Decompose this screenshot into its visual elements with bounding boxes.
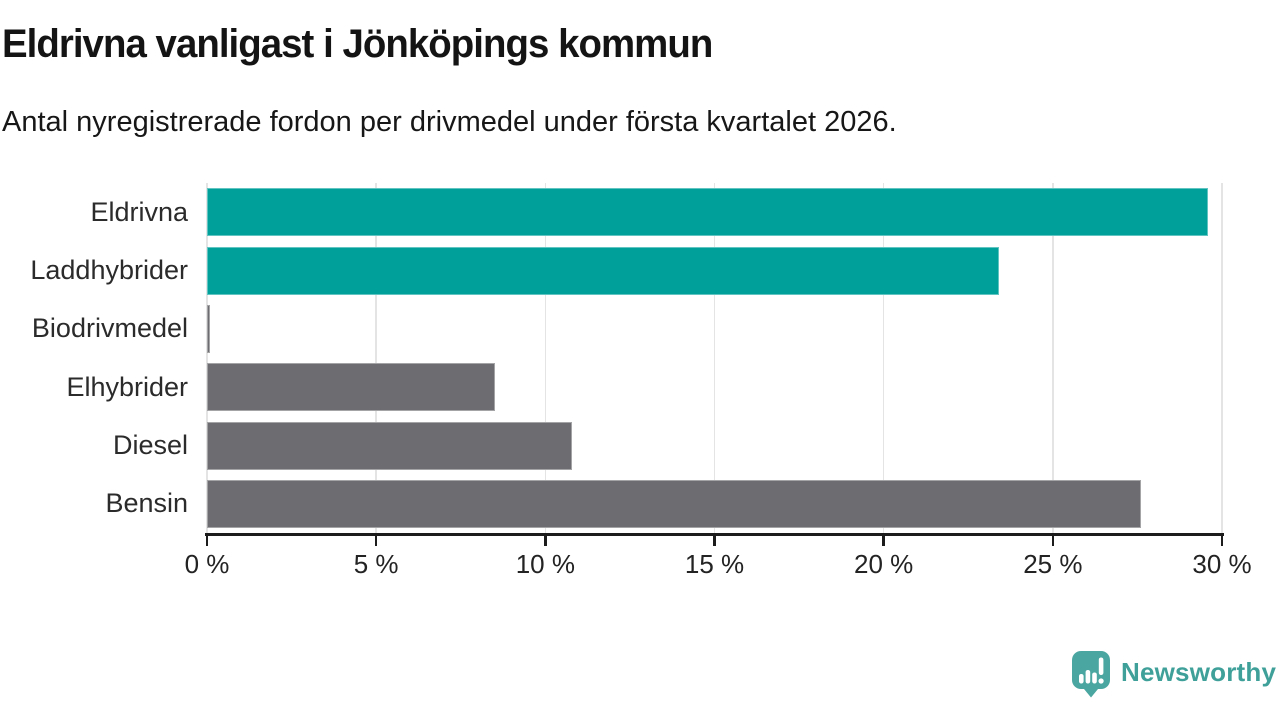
y-axis-labels: Eldrivna Laddhybrider Biodrivmedel Elhybrid… xyxy=(0,183,188,533)
x-axis-tick-label: 15 % xyxy=(684,549,745,579)
category-label-diesel: Diesel xyxy=(112,430,188,460)
category-label-biodrivmedel: Biodrivmedel xyxy=(31,313,188,344)
x-axis-tick xyxy=(544,533,547,546)
gridline xyxy=(713,183,716,533)
brand-footer: Newsworthy xyxy=(1072,651,1276,698)
gridline xyxy=(1221,183,1223,533)
x-axis-tick xyxy=(1220,533,1224,546)
x-axis-ticks xyxy=(205,533,1224,546)
chart-subtitle: Antal nyregistrerade fordon per drivmede… xyxy=(2,106,897,138)
newsworthy-logo-icon xyxy=(1072,651,1110,698)
category-label-bensin: Bensin xyxy=(105,488,188,519)
x-axis-tick-labels: 0 % 5 % 10 % 15 % 20 % 25 % 30 % xyxy=(185,549,1252,579)
bar-elhybrider xyxy=(207,363,495,412)
category-label-elhybrider: Elhybrider xyxy=(66,371,188,402)
category-label-laddhybrider: Laddhybrider xyxy=(30,255,188,285)
gridline xyxy=(882,183,885,533)
x-axis-tick-label: 5 % xyxy=(353,549,399,579)
x-axis-tick xyxy=(205,533,209,546)
category-label-eldrivna: Eldrivna xyxy=(90,196,188,227)
gridline xyxy=(375,183,377,533)
x-axis-tick-label: 25 % xyxy=(1023,549,1083,579)
plot-area xyxy=(206,183,1223,533)
x-axis-tick-label: 0 % xyxy=(184,549,230,579)
x-axis-tick-label: 30 % xyxy=(1192,549,1252,579)
bar-bensin xyxy=(207,479,1141,528)
gridline xyxy=(206,183,208,533)
chart-title: Eldrivna vanligast i Jönköpings kommun xyxy=(2,22,713,66)
x-axis-tick xyxy=(713,533,716,546)
x-axis-tick xyxy=(1051,533,1055,546)
gridline xyxy=(1052,183,1054,533)
x-axis-tick-label: 20 % xyxy=(854,549,914,579)
brand-name: Newsworthy xyxy=(1121,657,1277,687)
x-axis-tick xyxy=(882,533,885,546)
bar-diesel xyxy=(207,421,573,470)
gridline xyxy=(544,183,547,533)
bar-laddhybrider xyxy=(207,246,999,295)
bar-eldrivna xyxy=(207,188,1209,237)
bar-biodrivmedel xyxy=(207,304,211,353)
x-axis-tick xyxy=(374,533,378,546)
x-axis-tick-label: 10 % xyxy=(515,549,575,579)
